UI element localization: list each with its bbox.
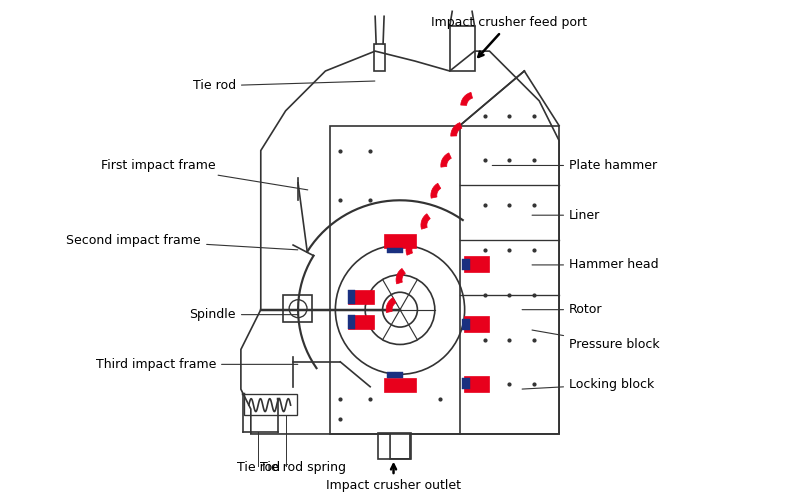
Bar	[464, 316, 489, 332]
Bar	[374, 44, 385, 71]
Bar	[395, 248, 403, 254]
Bar	[348, 290, 354, 304]
Polygon shape	[406, 240, 414, 255]
Polygon shape	[431, 183, 441, 198]
Polygon shape	[461, 92, 473, 106]
Bar	[348, 315, 374, 329]
Text: Pressure block: Pressure block	[532, 330, 660, 351]
Text: Tie rod: Tie rod	[193, 80, 375, 92]
Text: Tie rod spring: Tie rod spring	[260, 462, 346, 474]
Bar	[348, 290, 374, 304]
Text: Impact crusher feed port: Impact crusher feed port	[431, 16, 587, 57]
Bar	[384, 378, 417, 392]
Bar	[387, 372, 395, 378]
Polygon shape	[441, 153, 451, 167]
Bar	[283, 294, 312, 322]
Text: Impact crusher outlet: Impact crusher outlet	[326, 464, 461, 491]
Bar	[464, 256, 489, 272]
Polygon shape	[450, 122, 462, 136]
Bar	[464, 376, 489, 392]
Bar	[462, 318, 470, 330]
Bar	[450, 26, 474, 71]
Bar	[462, 259, 470, 270]
Bar	[330, 126, 559, 434]
Text: First impact frame: First impact frame	[102, 159, 308, 190]
Text: Liner: Liner	[532, 208, 600, 222]
Text: Hammer head: Hammer head	[532, 258, 658, 272]
Text: Third impact frame: Third impact frame	[96, 358, 298, 371]
Text: Rotor: Rotor	[522, 303, 602, 316]
Bar	[378, 433, 411, 459]
Bar	[462, 378, 470, 389]
Text: Tie rod: Tie rod	[237, 462, 280, 474]
Text: Plate hammer: Plate hammer	[492, 159, 657, 172]
Bar	[384, 234, 417, 247]
Polygon shape	[396, 268, 406, 284]
Bar	[395, 372, 403, 378]
Bar	[387, 248, 395, 254]
Bar	[348, 315, 354, 329]
Text: Second impact frame: Second impact frame	[66, 234, 298, 250]
Polygon shape	[386, 298, 396, 312]
Bar	[244, 394, 297, 415]
Text: Spindle: Spindle	[190, 308, 298, 321]
Text: Locking block: Locking block	[522, 378, 654, 391]
Polygon shape	[421, 214, 430, 229]
